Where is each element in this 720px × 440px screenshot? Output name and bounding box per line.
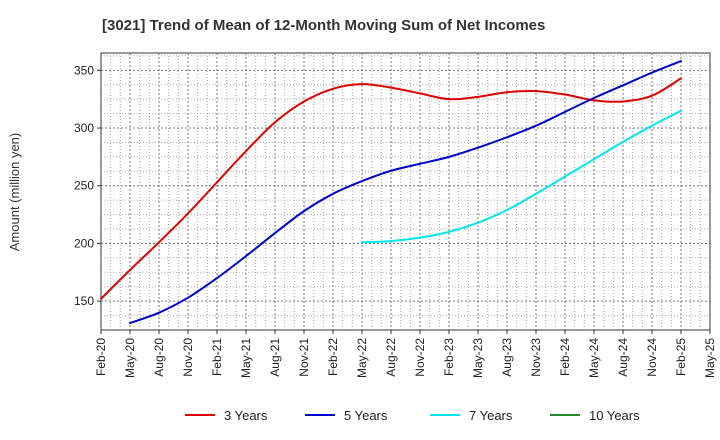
- x-tick-label: May-23: [471, 338, 485, 378]
- y-tick-label: 300: [74, 121, 94, 135]
- x-tick-label: May-22: [355, 338, 369, 378]
- x-tick-label: Aug-24: [616, 338, 630, 377]
- x-tick-label: May-21: [239, 338, 253, 378]
- legend-label-10-years: 10 Years: [589, 408, 640, 423]
- y-axis-ticks: 150 200 250 300 350: [74, 63, 101, 308]
- x-tick-label: Feb-23: [442, 338, 456, 376]
- x-tick-label: Nov-20: [181, 338, 195, 377]
- y-tick-label: 250: [74, 179, 94, 193]
- x-tick-label: Aug-21: [268, 338, 282, 377]
- x-tick-label: May-25: [703, 338, 717, 378]
- x-tick-label: Nov-23: [529, 338, 543, 377]
- y-axis-label: Amount (million yen): [7, 133, 22, 252]
- x-tick-label: Nov-21: [297, 338, 311, 377]
- series-lines: [100, 60, 682, 325]
- y-tick-label: 150: [74, 294, 94, 308]
- x-tick-label: Aug-23: [500, 338, 514, 377]
- y-tick-label: 350: [74, 63, 94, 77]
- x-tick-label: Nov-24: [645, 338, 659, 377]
- legend-label-5-years: 5 Years: [344, 408, 388, 423]
- x-tick-label: Feb-22: [326, 338, 340, 376]
- x-axis-ticks: Feb-20 May-20 Aug-20 Nov-20 Feb-21 May-21 Aug-…: [94, 330, 717, 378]
- x-tick-label: Nov-22: [413, 338, 427, 377]
- plot-area: [100, 52, 711, 331]
- x-tick-label: Aug-20: [152, 338, 166, 377]
- series-line-3-years: [100, 77, 682, 300]
- x-tick-label: Feb-21: [210, 338, 224, 376]
- x-tick-label: May-24: [587, 338, 601, 378]
- x-tick-label: Feb-25: [674, 338, 688, 376]
- plot-frame: [100, 52, 711, 331]
- x-tick-label: Feb-24: [558, 338, 572, 376]
- x-tick-label: May-20: [123, 338, 137, 378]
- legend: 3 Years 5 Years 7 Years 10 Years: [185, 408, 640, 423]
- x-tick-label: Aug-22: [384, 338, 398, 377]
- legend-label-3-years: 3 Years: [224, 408, 268, 423]
- y-tick-label: 200: [74, 236, 94, 250]
- legend-label-7-years: 7 Years: [469, 408, 513, 423]
- series-line-7-years: [361, 109, 682, 244]
- x-tick-label: Feb-20: [94, 338, 108, 376]
- series-line-5-years: [129, 60, 682, 325]
- chart-title: [3021] Trend of Mean of 12-Month Moving …: [102, 17, 545, 34]
